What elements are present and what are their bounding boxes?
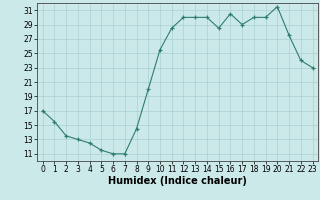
X-axis label: Humidex (Indice chaleur): Humidex (Indice chaleur) bbox=[108, 176, 247, 186]
